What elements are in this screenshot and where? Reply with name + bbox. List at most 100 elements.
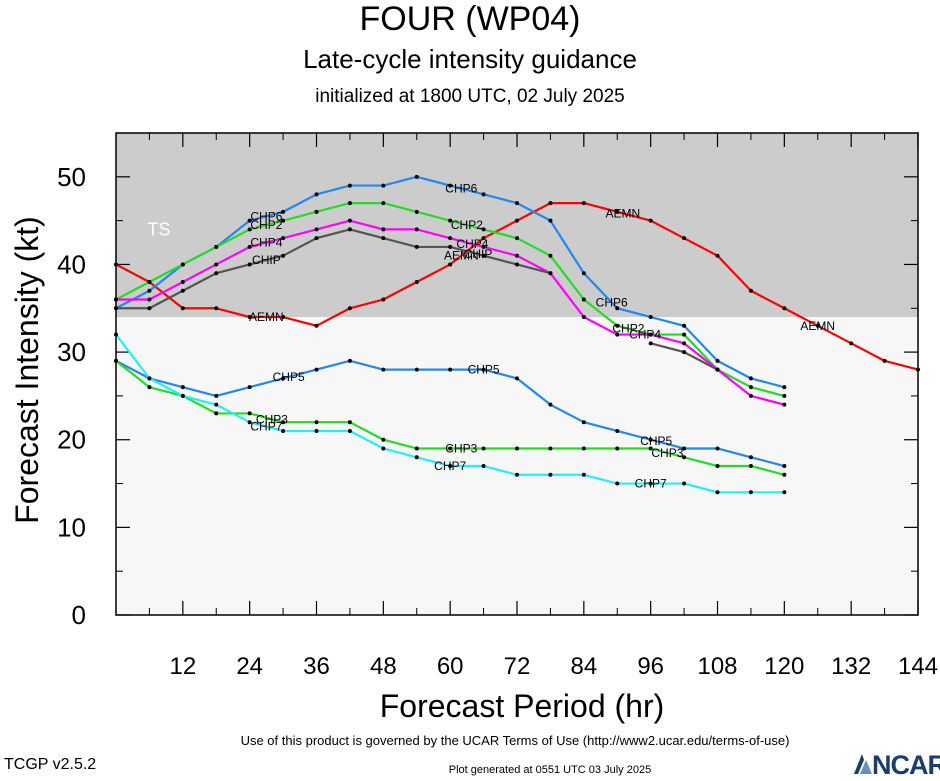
data-point-chp6 [381, 183, 386, 188]
data-point-chp5 [715, 446, 720, 451]
data-point-chip [281, 253, 286, 258]
data-point-chp2 [682, 332, 687, 337]
data-point-chp6 [247, 218, 252, 223]
series-label-aemn: AEMN [800, 319, 835, 333]
x-axis-label: Forecast Period (hr) [380, 688, 665, 724]
data-point-chip [414, 244, 419, 249]
data-point-chp4 [648, 332, 653, 337]
data-point-chp5 [247, 385, 252, 390]
data-point-chp6 [481, 192, 486, 197]
data-point-chp3 [247, 411, 252, 416]
data-point-chip [648, 341, 653, 346]
data-point-chp5 [648, 437, 653, 442]
intensity-band-ts [116, 133, 918, 318]
data-point-chp7 [281, 428, 286, 433]
data-point-aemn [581, 201, 586, 206]
data-point-chp7 [180, 393, 185, 398]
data-point-chip [715, 367, 720, 372]
data-point-chp7 [381, 446, 386, 451]
data-point-chp2 [782, 393, 787, 398]
series-chp6: CHP6 CHP6 CHP6 [114, 174, 787, 390]
series-label-aemn: AEMN [249, 310, 284, 324]
data-point-chp6 [748, 376, 753, 381]
data-point-chp5 [214, 393, 219, 398]
series-label-chp5: CHP5 [640, 434, 672, 448]
data-point-chp4 [314, 227, 319, 232]
data-point-chp6 [715, 358, 720, 363]
x-tick-label: 24 [236, 653, 263, 680]
data-point-chp2 [414, 209, 419, 214]
data-point-chp4 [782, 402, 787, 407]
data-point-aemn [180, 306, 185, 311]
data-point-chp5 [180, 385, 185, 390]
data-point-chp2 [581, 297, 586, 302]
data-point-chp3 [147, 385, 152, 390]
x-tick-label: 12 [169, 653, 196, 680]
data-point-chip [481, 253, 486, 258]
y-tick-label: 50 [57, 162, 86, 192]
data-point-chp7 [247, 420, 252, 425]
data-point-aemn [782, 306, 787, 311]
data-point-chp7 [715, 490, 720, 495]
data-point-aemn [882, 358, 887, 363]
data-point-chp6 [682, 323, 687, 328]
data-point-chp7 [147, 376, 152, 381]
y-tick-label: 30 [57, 337, 86, 367]
generated-time: Plot generated at 0551 UTC 03 July 2025 [448, 764, 652, 776]
data-point-aemn [548, 201, 553, 206]
data-point-chp4 [180, 279, 185, 284]
x-tick-label: 36 [303, 653, 330, 680]
data-point-chp5 [281, 376, 286, 381]
x-tick-label: 120 [764, 653, 804, 680]
data-point-chp2 [247, 227, 252, 232]
data-point-chp3 [214, 411, 219, 416]
data-point-aemn [247, 315, 252, 320]
data-point-chp7 [214, 402, 219, 407]
data-point-chp3 [682, 455, 687, 460]
data-point-chp7 [748, 490, 753, 495]
data-point-chp5 [381, 367, 386, 372]
data-point-chp6 [314, 192, 319, 197]
y-tick-label: 0 [72, 600, 86, 630]
series-label-chp6: CHP6 [596, 295, 628, 309]
data-point-chp2 [180, 262, 185, 267]
data-point-aemn [414, 279, 419, 284]
data-point-chp7 [648, 481, 653, 486]
data-point-chip [247, 262, 252, 267]
data-point-chp4 [147, 297, 152, 302]
data-point-aemn [748, 288, 753, 293]
chart-title: FOUR (WP04) [359, 0, 581, 38]
data-point-chp5 [414, 367, 419, 372]
x-tick-label: 72 [504, 653, 531, 680]
series-label-chp3: CHP3 [651, 446, 683, 460]
data-point-chp2 [347, 201, 352, 206]
data-point-chp3 [381, 437, 386, 442]
series-chp4: CHP4 CHP4 CHP4 [114, 218, 787, 407]
ncar-logo-icon [854, 754, 872, 774]
data-point-chp2 [515, 236, 519, 241]
data-point-chp3 [314, 420, 319, 425]
data-point-chp6 [347, 183, 352, 188]
data-point-aemn [114, 262, 118, 267]
data-point-chp2 [548, 253, 553, 258]
data-point-chp6 [615, 306, 620, 311]
data-point-chip [548, 271, 553, 276]
series-chip: CHIP CHIP [114, 227, 720, 372]
data-point-chp3 [281, 420, 286, 425]
data-point-aemn [648, 218, 653, 223]
series-label-chp2: CHP2 [612, 322, 644, 336]
series-label-chip: CHIP [464, 247, 493, 261]
y-tick-label: 20 [57, 425, 86, 455]
data-point-chp7 [414, 455, 419, 460]
data-point-chp4 [515, 253, 519, 258]
data-point-chp6 [548, 218, 553, 223]
data-point-chp3 [581, 446, 586, 451]
data-point-chp2 [281, 218, 286, 223]
data-point-chp3 [114, 358, 118, 363]
data-point-chp7 [782, 490, 787, 495]
data-point-chp4 [481, 244, 486, 249]
data-point-chp4 [347, 218, 352, 223]
data-point-aemn [615, 209, 620, 214]
data-point-aemn [381, 297, 386, 302]
